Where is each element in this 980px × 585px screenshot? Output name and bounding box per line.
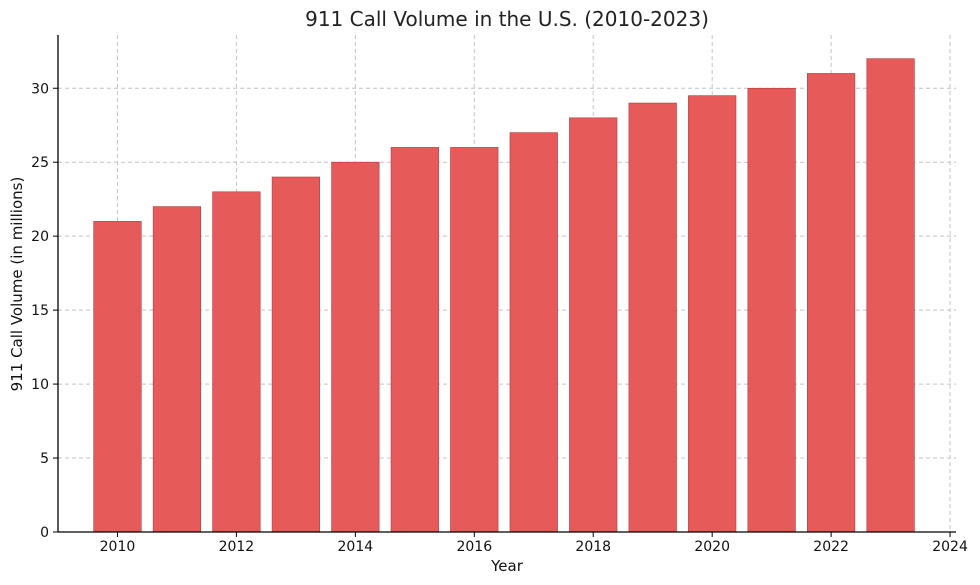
bar-2019: [628, 102, 677, 533]
bar-2020: [688, 95, 737, 533]
bar-2014: [331, 161, 380, 533]
axes: [57, 35, 956, 533]
chart-title: 911 Call Volume in the U.S. (2010-2023): [305, 7, 709, 31]
y-tick-label: 5: [40, 451, 49, 467]
y-tick-label: 20: [31, 229, 49, 245]
bar-2016: [450, 147, 499, 533]
bar-2018: [569, 117, 618, 533]
bar-2022: [807, 73, 856, 533]
y-tick-label: 25: [31, 155, 49, 171]
y-axis-label: 911 Call Volume (in millions): [8, 177, 26, 392]
x-tick-label: 2018: [575, 539, 611, 555]
x-tick-label: 2014: [338, 539, 374, 555]
bar-2010: [93, 221, 142, 533]
y-tick-label: 10: [31, 377, 49, 393]
x-tick-label: 2022: [813, 539, 849, 555]
x-tick-label: 2010: [100, 539, 136, 555]
bar-2023: [866, 58, 915, 533]
x-tick-label: 2012: [219, 539, 255, 555]
ticks: 2010 2012 2014 2016 2018 2020 2022 2024 0 5 10 15 20…: [31, 81, 968, 555]
x-tick-label: 2016: [456, 539, 492, 555]
x-tick-label: 2024: [932, 539, 968, 555]
bar-2011: [152, 206, 202, 533]
y-tick-label: 15: [31, 303, 49, 319]
y-tick-label: 30: [31, 81, 49, 97]
x-tick-label: 2020: [694, 539, 730, 555]
bar-2012: [212, 191, 261, 533]
bar-2013: [271, 176, 320, 533]
bar-2017: [509, 132, 558, 533]
bar-2015: [390, 147, 439, 533]
x-axis-label: Year: [490, 557, 524, 575]
y-tick-label: 0: [40, 525, 49, 541]
bars: [93, 58, 915, 533]
bar-2021: [747, 87, 796, 533]
